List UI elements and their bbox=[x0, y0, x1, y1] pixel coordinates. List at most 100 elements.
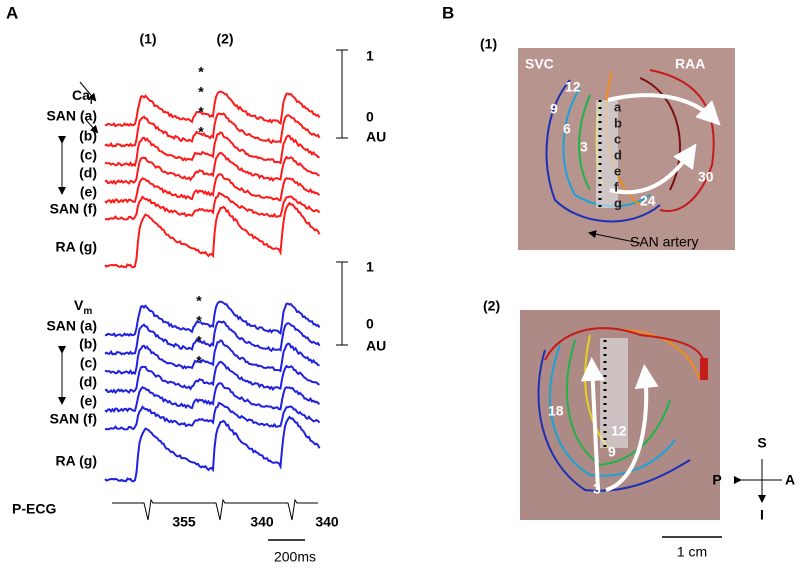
isochrone-label: 9 bbox=[608, 444, 616, 460]
row-label: (e) bbox=[80, 393, 97, 409]
trace bbox=[104, 300, 321, 338]
panel-label: B bbox=[442, 3, 454, 22]
trace bbox=[104, 112, 321, 148]
interval: 340 bbox=[315, 514, 339, 530]
interval: 355 bbox=[172, 514, 196, 530]
isochrone-label: 24 bbox=[640, 193, 656, 209]
asterisk: * bbox=[198, 64, 204, 80]
conduction-arrow bbox=[605, 364, 659, 492]
san-region bbox=[600, 338, 628, 448]
orientation: A bbox=[785, 472, 795, 488]
electrode-letter: f bbox=[614, 179, 619, 194]
scale-text: 0 bbox=[366, 316, 374, 332]
electrode-letter: a bbox=[614, 99, 622, 114]
trace bbox=[104, 131, 320, 168]
panel-label: A bbox=[6, 3, 18, 22]
trace bbox=[104, 191, 321, 221]
row-label: (d) bbox=[79, 374, 97, 390]
trace bbox=[104, 382, 321, 413]
scale-text: 1 bbox=[366, 259, 374, 275]
isochrone-label: 30 bbox=[698, 169, 714, 185]
map-scale: 1 cm bbox=[677, 544, 707, 560]
row-label: (c) bbox=[80, 147, 97, 163]
orientation: P bbox=[712, 472, 721, 488]
conduction-arrow bbox=[580, 357, 605, 491]
map-text: RAA bbox=[675, 56, 705, 72]
ecg-label: P-ECG bbox=[12, 501, 56, 517]
row-label: RA (g) bbox=[56, 239, 97, 255]
row-label: (b) bbox=[79, 336, 97, 352]
orientation: I bbox=[760, 507, 764, 523]
san-region bbox=[596, 100, 618, 208]
isochrone-label: 3 bbox=[580, 139, 588, 155]
time-scale: 200ms bbox=[274, 549, 316, 565]
scale-text: AU bbox=[366, 129, 386, 145]
asterisk: * bbox=[198, 124, 204, 140]
conduction-arrow bbox=[609, 143, 697, 195]
trace bbox=[104, 401, 321, 431]
scale-text: 0 bbox=[366, 109, 374, 125]
row-label: SAN (f) bbox=[50, 201, 97, 217]
map-photo bbox=[518, 48, 735, 250]
isochrone-label: 6 bbox=[563, 121, 571, 137]
trace bbox=[104, 151, 320, 186]
pointer bbox=[79, 81, 97, 102]
beat-label: (1) bbox=[139, 31, 156, 47]
ca-label: Cai bbox=[72, 87, 93, 107]
asterisk: * bbox=[196, 333, 202, 349]
row-label: SAN (f) bbox=[50, 411, 97, 427]
scale-text: 1 bbox=[366, 48, 374, 64]
trace bbox=[104, 339, 320, 376]
isochrone-label: 3 bbox=[593, 481, 601, 497]
scale-bar bbox=[336, 261, 348, 346]
map-label: (2) bbox=[483, 298, 500, 314]
trace bbox=[104, 415, 321, 483]
row-label: (d) bbox=[79, 165, 97, 181]
artery-label: SAN artery bbox=[630, 234, 698, 250]
pointer bbox=[588, 230, 641, 244]
isochrone-label: 18 bbox=[548, 403, 564, 419]
asterisk: * bbox=[196, 313, 202, 329]
asterisk: * bbox=[196, 293, 202, 309]
row-label: RA (g) bbox=[56, 453, 97, 469]
map-label: (1) bbox=[480, 36, 497, 52]
isochrone-label: 9 bbox=[550, 101, 558, 117]
conduction-arrow bbox=[607, 93, 721, 126]
row-labels: SAN (a)(b)(c)(d)(e)SAN (f)RA (g)****SAN … bbox=[46, 64, 204, 469]
trace bbox=[104, 201, 321, 269]
pointer bbox=[85, 119, 99, 134]
asterisk: * bbox=[198, 104, 204, 120]
isochrone-label: 12 bbox=[565, 79, 581, 95]
ecg-trace bbox=[112, 498, 318, 521]
asterisk: * bbox=[196, 353, 202, 369]
electrode-letter: e bbox=[614, 163, 621, 178]
interval: 340 bbox=[250, 514, 274, 530]
vm-label: Vm bbox=[74, 297, 92, 317]
traces bbox=[104, 90, 321, 483]
isochrones bbox=[537, 327, 706, 492]
asterisk: * bbox=[198, 84, 204, 100]
isochrone-label: 12 bbox=[611, 423, 627, 439]
electrode-letter: c bbox=[614, 131, 621, 146]
scale-bar bbox=[336, 49, 348, 139]
row-label: SAN (a) bbox=[46, 108, 97, 124]
electrode-letter: b bbox=[614, 115, 622, 130]
trace bbox=[104, 320, 321, 356]
orientation: S bbox=[757, 435, 766, 451]
map-text: SVC bbox=[525, 56, 554, 72]
trace bbox=[104, 90, 321, 128]
trace bbox=[104, 360, 320, 395]
marker bbox=[700, 358, 708, 380]
trace bbox=[104, 173, 321, 204]
beat-label: (2) bbox=[216, 31, 233, 47]
row-label: (b) bbox=[79, 128, 97, 144]
row-label: (e) bbox=[80, 184, 97, 200]
row-label: (c) bbox=[80, 355, 97, 371]
scale-text: AU bbox=[366, 338, 386, 354]
electrode-letter: g bbox=[614, 195, 622, 210]
row-label: SAN (a) bbox=[46, 318, 97, 334]
electrode-letter: d bbox=[614, 147, 622, 162]
orientation-cross bbox=[740, 459, 782, 501]
